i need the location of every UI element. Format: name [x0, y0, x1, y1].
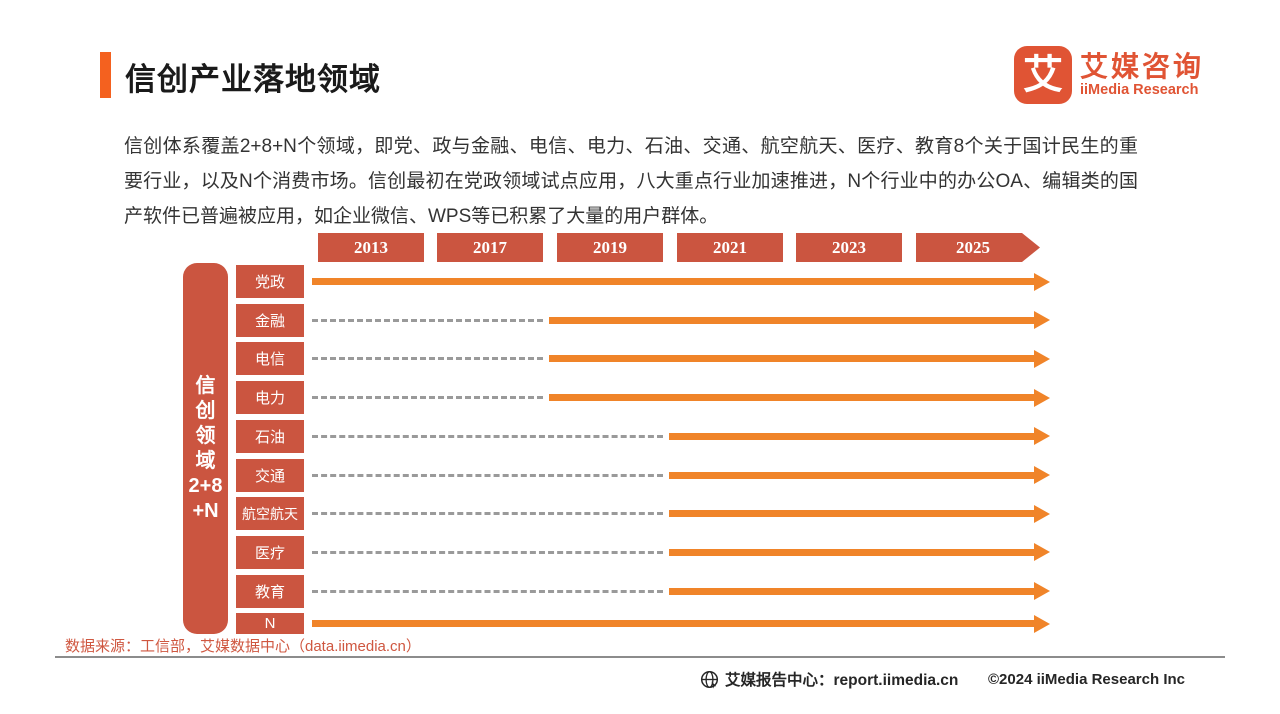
arrow-head-电力	[1034, 388, 1050, 407]
row-label-石油: 石油	[236, 419, 304, 453]
dashed-segment-石油	[312, 434, 663, 438]
arrow-segment-金融	[549, 316, 1034, 324]
year-header-2023: 2023	[796, 233, 902, 262]
axis-label-line: +N	[192, 499, 219, 522]
logo-text: 艾媒咨询 iiMedia Research	[1080, 50, 1205, 99]
axis-label-line: 领	[195, 424, 216, 447]
row-label-金融: 金融	[236, 303, 304, 337]
arrow-segment-医疗	[669, 548, 1034, 556]
arrow-head-金融	[1034, 311, 1050, 330]
axis-label-line: 域	[195, 449, 216, 472]
arrow-segment-电力	[549, 394, 1034, 402]
footer-divider	[55, 656, 1225, 658]
axis-label-line: 创	[195, 399, 216, 422]
dashed-segment-电力	[312, 396, 543, 400]
logo-glyph: 艾	[1023, 53, 1063, 97]
logo: 艾 艾媒咨询 iiMedia Research	[1014, 46, 1204, 104]
report-center: 艾媒报告中心：report.iimedia.cn	[700, 668, 958, 690]
arrow-head-石油	[1034, 427, 1050, 446]
globe-icon	[700, 670, 719, 689]
title-accent-bar	[100, 52, 111, 98]
arrow-segment-交通	[669, 471, 1034, 479]
arrow-segment-党政	[312, 278, 1034, 285]
arrow-head-交通	[1034, 466, 1050, 484]
dashed-segment-交通	[312, 473, 663, 477]
footer: 艾媒报告中心：report.iimedia.cn ©2024 iiMedia R…	[700, 668, 1185, 690]
arrow-segment-石油	[669, 432, 1034, 440]
row-label-航空航天: 航空航天	[236, 497, 304, 531]
report-center-label: 艾媒报告中心：report.iimedia.cn	[725, 672, 959, 689]
arrow-head-党政	[1034, 272, 1050, 291]
year-header-2017: 2017	[437, 233, 543, 262]
arrow-head-电信	[1034, 349, 1050, 368]
row-label-电力: 电力	[236, 381, 304, 415]
year-header-2021: 2021	[677, 233, 783, 262]
row-label-教育: 教育	[236, 574, 304, 608]
dashed-segment-医疗	[312, 550, 663, 554]
arrow-segment-航空航天	[669, 510, 1034, 518]
logo-name-en: iiMedia Research	[1080, 81, 1199, 98]
dashed-segment-教育	[312, 589, 663, 593]
dashed-segment-电信	[312, 357, 543, 361]
year-header-2013: 2013	[318, 233, 424, 262]
row-label-医疗: 医疗	[236, 535, 304, 569]
arrow-segment-电信	[549, 355, 1034, 363]
arrow-segment-教育	[669, 587, 1034, 595]
page-title: 信创产业落地领域	[125, 62, 381, 97]
axis-label-line: 2+8	[188, 474, 223, 497]
dashed-segment-航空航天	[312, 512, 663, 516]
copyright: ©2024 iiMedia Research Inc	[988, 670, 1185, 688]
row-label-电信: 电信	[236, 342, 304, 376]
data-source: 数据来源：工信部，艾媒数据中心（data.iimedia.cn）	[65, 638, 421, 655]
arrow-head-教育	[1034, 582, 1050, 601]
arrow-segment-N	[312, 620, 1034, 628]
year-header-2025: 2025	[916, 233, 1040, 262]
axis-label-line: 信	[195, 374, 216, 397]
arrow-head-航空航天	[1034, 504, 1050, 523]
axis-label-bar: 信创领域 2+8 +N	[183, 263, 228, 634]
row-label-党政: 党政	[236, 265, 304, 298]
intro-paragraph: 信创体系覆盖2+8+N个领域，即党、政与金融、电信、电力、石油、交通、航空航天、…	[124, 136, 1138, 227]
row-label-交通: 交通	[236, 458, 304, 492]
logo-icon: 艾	[1014, 46, 1072, 104]
dashed-segment-金融	[312, 318, 543, 322]
logo-name-cn: 艾媒咨询	[1080, 50, 1205, 82]
row-label-N: N	[236, 613, 304, 635]
arrow-head-医疗	[1034, 543, 1050, 562]
year-header-2019: 2019	[557, 233, 663, 262]
arrow-head-N	[1034, 614, 1050, 633]
